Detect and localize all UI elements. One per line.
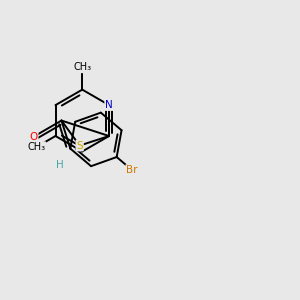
Text: O: O [29, 132, 38, 142]
Text: N: N [105, 100, 113, 110]
Text: CH₃: CH₃ [27, 142, 45, 152]
Text: S: S [76, 141, 83, 151]
Text: H: H [56, 160, 64, 170]
Text: Br: Br [126, 165, 138, 175]
Text: CH₃: CH₃ [73, 62, 91, 72]
